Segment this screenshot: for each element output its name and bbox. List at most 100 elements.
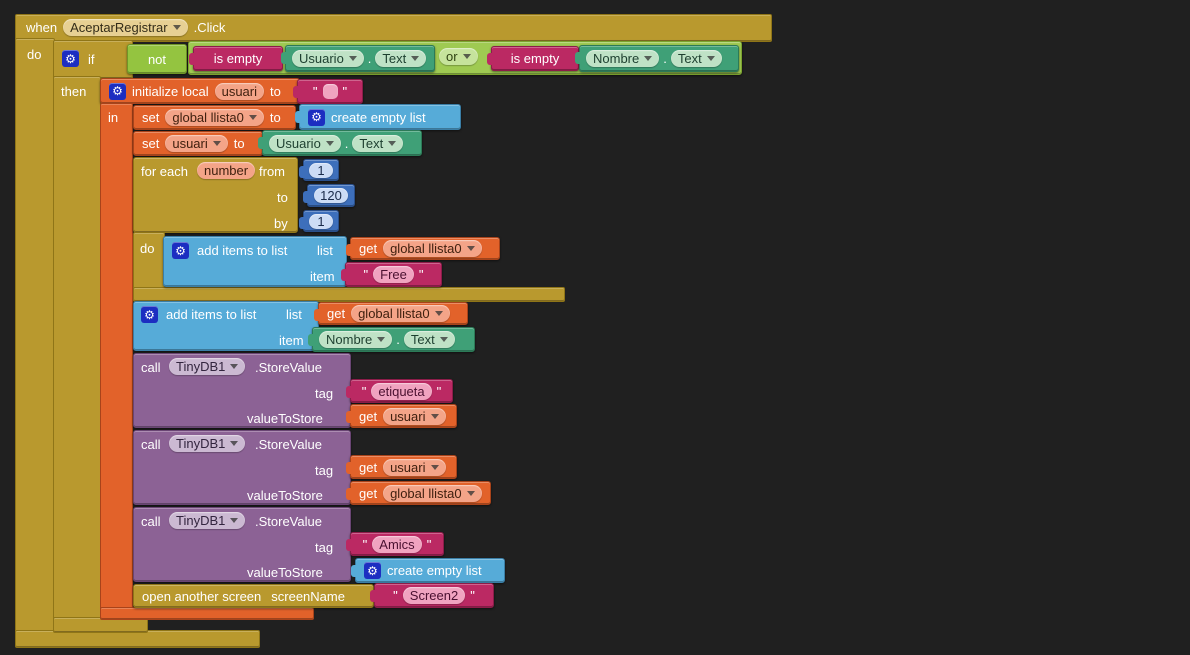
component-dropdown-tinydb1[interactable]: TinyDB1 (169, 512, 246, 529)
mutator-gear-icon[interactable]: ⚙ (308, 108, 325, 126)
component-dropdown-nombre[interactable]: Nombre (586, 50, 660, 67)
mutator-gear-icon[interactable]: ⚙ (109, 82, 126, 100)
when-block-left-column[interactable] (15, 38, 55, 633)
variable-dropdown-global-llista0[interactable]: global llista0 (351, 305, 450, 322)
component-getter-nombre-text[interactable]: Nombre . Text (575, 45, 739, 72)
string-value-field[interactable]: Amics (372, 535, 422, 553)
if-block-left-column[interactable] (53, 76, 101, 620)
property-dropdown-text[interactable]: Text (670, 50, 722, 67)
chevron-down-icon (439, 337, 448, 342)
chevron-down-icon (466, 490, 475, 496)
for-each-block[interactable]: for each number from to by (133, 157, 298, 233)
string-block-amics[interactable]: " Amics " (346, 532, 444, 556)
component-dropdown-tinydb1[interactable]: TinyDB1 (169, 435, 246, 452)
string-block-free[interactable]: " Free " (341, 262, 442, 287)
set-usuari-block[interactable]: set usuari to (133, 131, 263, 156)
variable-dropdown-global-llista0[interactable]: global llista0 (165, 109, 264, 126)
then-label: then (61, 84, 87, 99)
number-value-field[interactable]: 1 (309, 162, 333, 178)
set-label: set (142, 110, 160, 125)
mutator-gear-icon[interactable]: ⚙ (141, 306, 158, 323)
string-block-screen2[interactable]: " Screen2 " (370, 583, 494, 608)
call-tinydb-storevalue-block-2[interactable]: call TinyDB1 .StoreValue tag valueToStor… (133, 430, 351, 505)
get-label: get (327, 306, 346, 321)
loop-variable-field[interactable]: number (197, 162, 256, 179)
get-global-llista0-block-2[interactable]: get global llista0 (314, 302, 468, 325)
number-value-field[interactable]: 1 (309, 213, 333, 229)
component-dropdown-label: TinyDB1 (176, 513, 226, 528)
variable-dropdown-usuari[interactable]: usuari (383, 407, 446, 425)
logic-not-block[interactable]: not (127, 44, 187, 74)
call-label: call (141, 360, 161, 375)
number-value-field[interactable]: 120 (314, 188, 348, 203)
variable-name: usuari (221, 83, 258, 99)
initialize-local-block[interactable]: ⚙ initialize local usuari to (100, 78, 300, 104)
component-dropdown-usuario[interactable]: Usuario (292, 50, 364, 67)
string-value-field[interactable] (322, 84, 338, 99)
component-dropdown-tinydb1[interactable]: TinyDB1 (169, 358, 246, 375)
variable-dropdown-global-llista0[interactable]: global llista0 (383, 240, 482, 257)
gear-glyph: ⚙ (65, 51, 76, 66)
create-empty-list-block-1[interactable]: ⚙ create empty list (295, 104, 461, 130)
string-block-etiqueta[interactable]: " etiqueta " (346, 379, 453, 403)
is-empty-block-2[interactable]: is empty (487, 46, 579, 71)
string-value: Screen2 (409, 588, 459, 603)
chevron-down-icon (248, 115, 257, 120)
chevron-down-icon (348, 56, 357, 61)
for-each-bottom[interactable] (133, 287, 565, 302)
property-dropdown-text[interactable]: Text (403, 331, 455, 348)
do-label: do (27, 47, 42, 62)
mutator-gear-icon[interactable]: ⚙ (172, 242, 189, 259)
add-items-to-list-block-1[interactable]: ⚙ add items to list list item (163, 236, 347, 287)
chevron-down-icon (644, 56, 653, 61)
set-global-llista0-block[interactable]: set global llista0 to (133, 105, 296, 130)
variable-dropdown-usuari[interactable]: usuari (165, 135, 228, 152)
when-block-title: when AceptarRegistrar .Click (18, 15, 233, 39)
string-value-field[interactable]: Free (373, 266, 414, 283)
in-label: in (108, 110, 119, 125)
component-dropdown-usuario[interactable]: Usuario (269, 134, 341, 152)
number-block-from[interactable]: 1 (299, 159, 339, 181)
component-dropdown-aceptarregistrar[interactable]: AceptarRegistrar (63, 18, 188, 36)
initialize-local-bottom[interactable] (100, 607, 314, 620)
add-items-to-list-block-2[interactable]: ⚙ add items to list list item (133, 301, 319, 351)
or-operator-dropdown[interactable]: or (439, 48, 478, 65)
component-dropdown-nombre[interactable]: Nombre (319, 331, 393, 348)
get-usuari-block-1[interactable]: get usuari (346, 404, 457, 428)
property-dropdown-text[interactable]: Text (352, 134, 404, 152)
screenname-socket-label: screenName (271, 588, 345, 604)
mutator-gear-icon[interactable]: ⚙ (62, 50, 79, 67)
open-another-screen-block[interactable]: open another screen screenName (133, 584, 374, 608)
logic-or-block[interactable]: is empty Usuario . Text or is empty Nomb… (188, 41, 742, 75)
component-getter-usuario-text-2[interactable]: Usuario . Text (258, 130, 422, 156)
local-variable-name-field[interactable]: usuari (214, 82, 265, 100)
variable-name: global llista0 (390, 241, 462, 256)
get-global-llista0-block-1[interactable]: get global llista0 (346, 237, 500, 260)
variable-dropdown-usuari[interactable]: usuari (383, 458, 446, 476)
call-label: call (141, 437, 161, 452)
initialize-local-left-spine[interactable] (100, 103, 133, 610)
valuetostore-socket-label: valueToStore (247, 488, 323, 503)
string-value-field[interactable]: etiqueta (371, 382, 432, 400)
variable-name: usuari (390, 408, 426, 424)
empty-string-block[interactable]: " " (293, 79, 363, 104)
get-global-llista0-block-3[interactable]: get global llista0 (346, 481, 491, 505)
number-block-to[interactable]: 120 (303, 184, 355, 207)
number-block-by[interactable]: 1 (299, 210, 339, 232)
call-tinydb-storevalue-block-3[interactable]: call TinyDB1 .StoreValue tag valueToStor… (133, 507, 351, 582)
mutator-gear-icon[interactable]: ⚙ (364, 562, 381, 579)
chevron-down-icon (430, 413, 439, 419)
call-tinydb-storevalue-block-1[interactable]: call TinyDB1 .StoreValue tag valueToStor… (133, 353, 351, 428)
variable-dropdown-global-llista0[interactable]: global llista0 (383, 484, 482, 502)
is-empty-block-1[interactable]: is empty (189, 46, 283, 71)
to-label: to (233, 136, 245, 151)
create-empty-list-block-2[interactable]: ⚙ create empty list (351, 558, 505, 583)
chevron-down-icon (230, 518, 239, 523)
string-value-field[interactable]: Screen2 (402, 587, 466, 604)
get-usuari-block-2[interactable]: get usuari (346, 455, 457, 479)
component-getter-nombre-text-2[interactable]: Nombre . Text (308, 327, 475, 352)
gear-glyph: ⚙ (175, 243, 186, 258)
component-getter-usuario-text[interactable]: Usuario . Text (281, 45, 435, 72)
property-dropdown-text[interactable]: Text (375, 50, 427, 67)
